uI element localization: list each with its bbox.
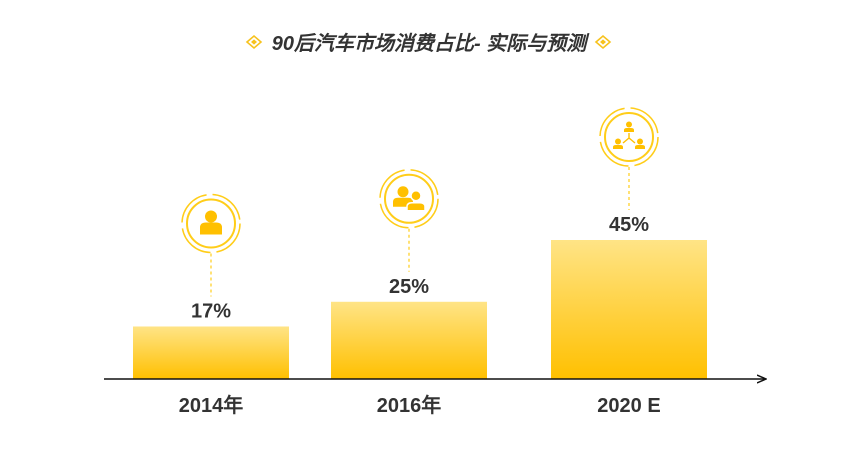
single-person-icon-badge xyxy=(181,193,241,254)
bar-1 xyxy=(133,326,289,379)
bar-2 xyxy=(331,301,487,379)
data-label-3: 45% xyxy=(609,214,649,236)
x-tick-label-1: 2014年 xyxy=(179,393,244,417)
x-tick-label-2: 2016年 xyxy=(377,393,442,417)
data-label-2: 25% xyxy=(389,276,429,298)
labels-layer: 17% 2014年 25% 2016年 45% 2020 E xyxy=(179,214,661,417)
people-group-icon xyxy=(393,186,426,212)
people-group-icon-badge xyxy=(379,169,439,229)
bars-layer xyxy=(133,240,707,379)
network-people-icon-badge xyxy=(599,107,659,167)
chart-title-group: 90后汽车市场消费占比- 实际与预测 xyxy=(245,32,612,55)
single-person-icon xyxy=(200,210,222,235)
title-right-diamond-icon xyxy=(594,34,612,50)
x-tick-label-3: 2020 E xyxy=(597,395,660,417)
icons-layer xyxy=(181,107,659,297)
chart-title: 90后汽车市场消费占比- 实际与预测 xyxy=(272,32,590,55)
data-label-1: 17% xyxy=(191,300,231,322)
network-people-icon xyxy=(613,121,645,149)
bar-3 xyxy=(551,240,707,379)
title-left-diamond-icon xyxy=(245,34,263,50)
